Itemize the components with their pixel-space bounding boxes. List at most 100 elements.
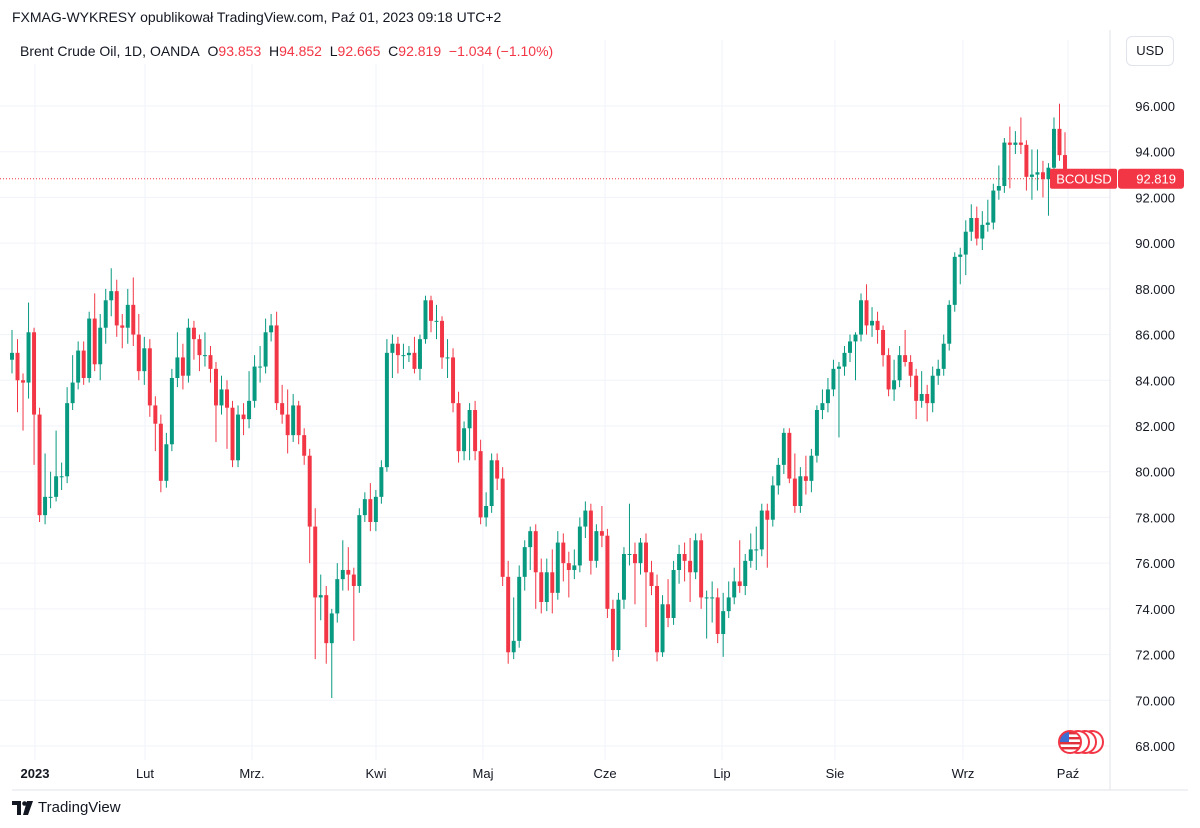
candle-up <box>859 300 864 335</box>
candle-down <box>908 361 913 376</box>
candle-down <box>1007 142 1012 145</box>
y-tick-label: 92.000 <box>1135 190 1175 205</box>
candle-up <box>417 339 422 369</box>
candle-up <box>980 224 985 239</box>
candle-up <box>1029 174 1034 177</box>
currency-button[interactable]: USD <box>1126 36 1174 66</box>
x-tick-label: Mrz. <box>239 766 264 781</box>
y-tick-label: 80.000 <box>1135 465 1175 480</box>
us-flag-icons[interactable] <box>1052 729 1104 755</box>
candle-down <box>158 423 163 481</box>
published-by-text: FXMAG-WYKRESY opublikował TradingView.co… <box>12 9 502 25</box>
x-tick-label: Paź <box>1057 766 1079 781</box>
candle-down <box>213 368 218 406</box>
candle-up <box>362 499 367 516</box>
candle-down <box>346 569 351 575</box>
candle-up <box>958 254 963 257</box>
candle-down <box>473 409 478 452</box>
candle-down <box>599 531 604 536</box>
candle-up <box>616 599 621 650</box>
candle-up <box>798 476 803 506</box>
candle-up <box>996 185 1001 191</box>
candle-up <box>748 549 753 561</box>
candle-up <box>770 485 775 520</box>
candle-down <box>280 403 285 415</box>
candle-up <box>1051 128 1056 168</box>
x-tick-label: Wrz <box>952 766 975 781</box>
candle-up <box>87 318 92 378</box>
candle-down <box>147 348 152 406</box>
tradingview-logo-icon <box>12 800 33 815</box>
candle-up <box>897 355 902 381</box>
symbol-title[interactable]: Brent Crude Oil, 1D, OANDA <box>20 43 200 59</box>
candle-up <box>48 496 53 498</box>
open-label: O <box>207 43 219 59</box>
candle-up <box>594 531 599 561</box>
candle-up <box>390 343 395 353</box>
candle-down <box>644 542 648 573</box>
candle-down <box>324 595 329 644</box>
candle-up <box>269 325 274 333</box>
candle-up <box>318 595 323 598</box>
candle-down <box>395 343 400 356</box>
candle-up <box>544 572 549 602</box>
open-value: 93.853 <box>218 43 262 59</box>
candle-up <box>54 476 59 497</box>
x-tick-label: Lip <box>713 766 730 781</box>
candle-down <box>15 352 20 381</box>
candle-down <box>456 403 461 452</box>
candle-up <box>517 576 522 641</box>
candle-down <box>1024 144 1029 177</box>
candle-down <box>21 380 26 383</box>
close-label: C <box>388 43 399 59</box>
candle-down <box>925 393 930 404</box>
candle-down <box>715 597 720 634</box>
x-tick-label: 2023 <box>21 766 50 781</box>
candle-up <box>125 304 130 328</box>
candle-down <box>285 414 290 436</box>
y-tick-label: 94.000 <box>1135 145 1175 160</box>
candle-down <box>368 499 373 522</box>
candle-up <box>10 352 14 360</box>
candle-down <box>914 375 919 401</box>
candle-up <box>991 190 996 223</box>
candle-down <box>230 407 235 461</box>
candle-up <box>577 526 582 566</box>
candle-down <box>539 572 544 602</box>
candle-down <box>440 320 445 358</box>
candle-down <box>864 300 869 326</box>
candle-down <box>225 389 229 408</box>
candle-up <box>26 332 31 383</box>
candle-down <box>208 355 213 369</box>
candle-up <box>754 549 759 551</box>
candle-up <box>467 409 472 429</box>
x-tick-label: Lut <box>136 766 154 781</box>
candle-down <box>533 531 538 573</box>
candle-up <box>65 403 70 477</box>
candle-up <box>357 515 362 586</box>
candle-down <box>765 510 770 520</box>
candle-up <box>43 496 48 516</box>
candle-down <box>787 432 792 479</box>
candle-down <box>632 553 637 564</box>
x-tick-label: Sie <box>826 766 845 781</box>
y-tick-label: 74.000 <box>1135 602 1175 617</box>
candle-up <box>848 341 852 353</box>
candle-up <box>671 569 676 618</box>
tradingview-logo[interactable]: TradingView <box>12 799 121 816</box>
candle-up <box>853 334 858 342</box>
candle-up <box>462 428 467 452</box>
candle-up <box>572 565 577 570</box>
candle-up <box>831 368 836 390</box>
candle-down <box>412 352 417 369</box>
candle-up <box>776 464 781 486</box>
candle-up <box>825 389 830 404</box>
candle-up <box>947 304 952 344</box>
candle-up <box>710 597 715 599</box>
candle-up <box>985 222 990 225</box>
y-tick-label: 70.000 <box>1135 693 1175 708</box>
candle-down <box>191 327 196 340</box>
candle-up <box>164 444 169 481</box>
candle-up <box>1035 172 1040 175</box>
